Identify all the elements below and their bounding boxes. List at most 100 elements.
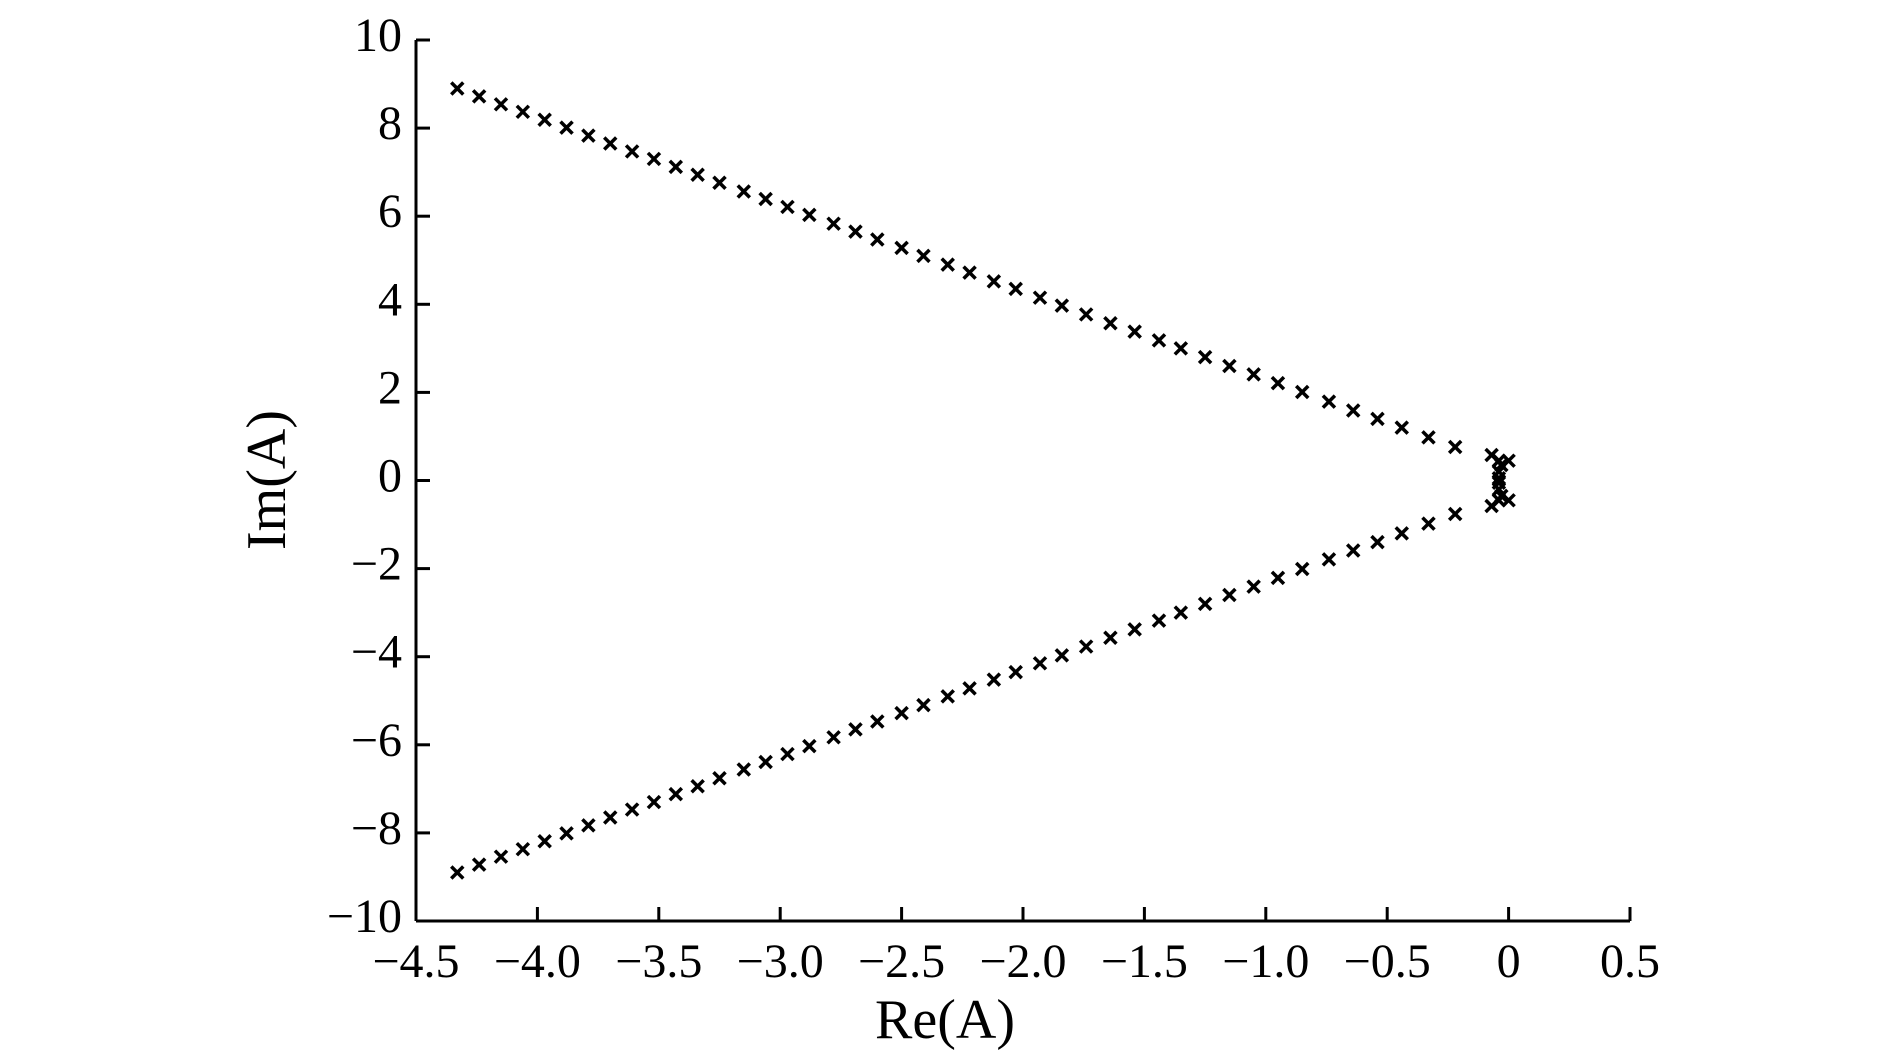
marker-stroke (624, 144, 640, 159)
marker-stroke (1491, 471, 1507, 486)
marker-stroke (1270, 375, 1286, 391)
marker-stroke (962, 681, 977, 696)
point (1222, 587, 1237, 603)
point (736, 184, 752, 199)
marker-stroke (1447, 439, 1463, 455)
point (603, 810, 618, 825)
marker-stroke (1197, 349, 1213, 365)
point (1008, 281, 1023, 297)
marker-stroke (940, 257, 955, 272)
point (537, 834, 552, 849)
marker-stroke (826, 730, 841, 745)
x-tick-label: −3.5 (615, 935, 702, 988)
marker-stroke (581, 128, 596, 143)
y-tick-label: 4 (378, 273, 402, 326)
point (1394, 526, 1410, 541)
marker-stroke (848, 224, 863, 239)
x-tick-label: 0.5 (1600, 935, 1660, 988)
marker-stroke (559, 826, 574, 841)
point (1370, 411, 1385, 427)
marker-stroke (962, 265, 977, 280)
marker-stroke (1054, 648, 1070, 663)
marker-stroke (450, 81, 465, 96)
point (1491, 471, 1507, 486)
point (1078, 307, 1094, 322)
marker-stroke (493, 97, 509, 112)
marker-stroke (559, 120, 574, 135)
x-tick-label: −3.0 (737, 935, 824, 988)
point (1421, 430, 1436, 445)
point (493, 97, 509, 112)
marker-stroke (515, 104, 531, 120)
marker-stroke (894, 240, 909, 256)
marker-stroke (1008, 281, 1023, 297)
marker-stroke (1222, 358, 1237, 374)
marker-stroke (1151, 333, 1167, 348)
point (581, 128, 596, 143)
marker-stroke (668, 159, 684, 175)
point (780, 199, 795, 215)
point (736, 762, 752, 777)
point (559, 826, 574, 841)
point (450, 865, 465, 880)
y-axis-label: Im(A) (236, 410, 298, 550)
point (668, 159, 684, 175)
marker-stroke (1294, 384, 1310, 400)
x-tick-label: −1.0 (1222, 935, 1309, 988)
point (1321, 552, 1337, 567)
x-tick-label: −4.5 (372, 935, 459, 988)
marker-stroke (1127, 324, 1142, 339)
point (1151, 613, 1167, 628)
marker-stroke (826, 216, 841, 231)
marker-stroke (1054, 298, 1070, 313)
marker-stroke (780, 199, 795, 215)
marker-stroke (1345, 403, 1361, 418)
point (916, 248, 931, 264)
marker-stroke (1484, 447, 1499, 463)
point (1197, 596, 1213, 612)
marker-stroke (1127, 622, 1142, 637)
marker-stroke (603, 810, 618, 825)
marker-stroke (1394, 420, 1410, 435)
x-tick-label: −2.5 (858, 935, 945, 988)
point (962, 265, 977, 280)
point (1151, 333, 1167, 348)
point (802, 207, 817, 223)
marker-stroke (537, 834, 552, 849)
x-tick-label: −4.0 (494, 935, 581, 988)
marker-stroke (1321, 552, 1337, 567)
marker-stroke (758, 191, 773, 207)
point (780, 746, 795, 762)
point (870, 714, 885, 729)
point (1491, 475, 1507, 490)
point (1447, 506, 1463, 522)
marker-stroke (802, 738, 817, 754)
marker-stroke (1321, 394, 1337, 409)
point (1421, 516, 1436, 531)
point (559, 120, 574, 135)
marker-stroke (986, 274, 1002, 289)
marker-stroke (1501, 493, 1516, 508)
marker-stroke (1246, 367, 1261, 382)
point (1054, 648, 1070, 663)
point (450, 81, 465, 96)
point (758, 754, 773, 770)
marker-stroke (581, 818, 596, 833)
marker-stroke (603, 136, 618, 151)
marker-stroke (646, 151, 662, 167)
point (515, 841, 531, 857)
point (1054, 298, 1070, 313)
x-tick-label: 0 (1497, 935, 1521, 988)
point (646, 794, 662, 810)
point (1501, 453, 1516, 468)
point (1270, 375, 1286, 391)
marker-stroke (916, 697, 931, 713)
point (826, 730, 841, 745)
point (986, 672, 1002, 687)
point (1008, 664, 1023, 680)
marker-stroke (450, 865, 465, 880)
point (1370, 534, 1385, 550)
point (1294, 384, 1310, 400)
y-tick-label: −2 (351, 538, 402, 591)
